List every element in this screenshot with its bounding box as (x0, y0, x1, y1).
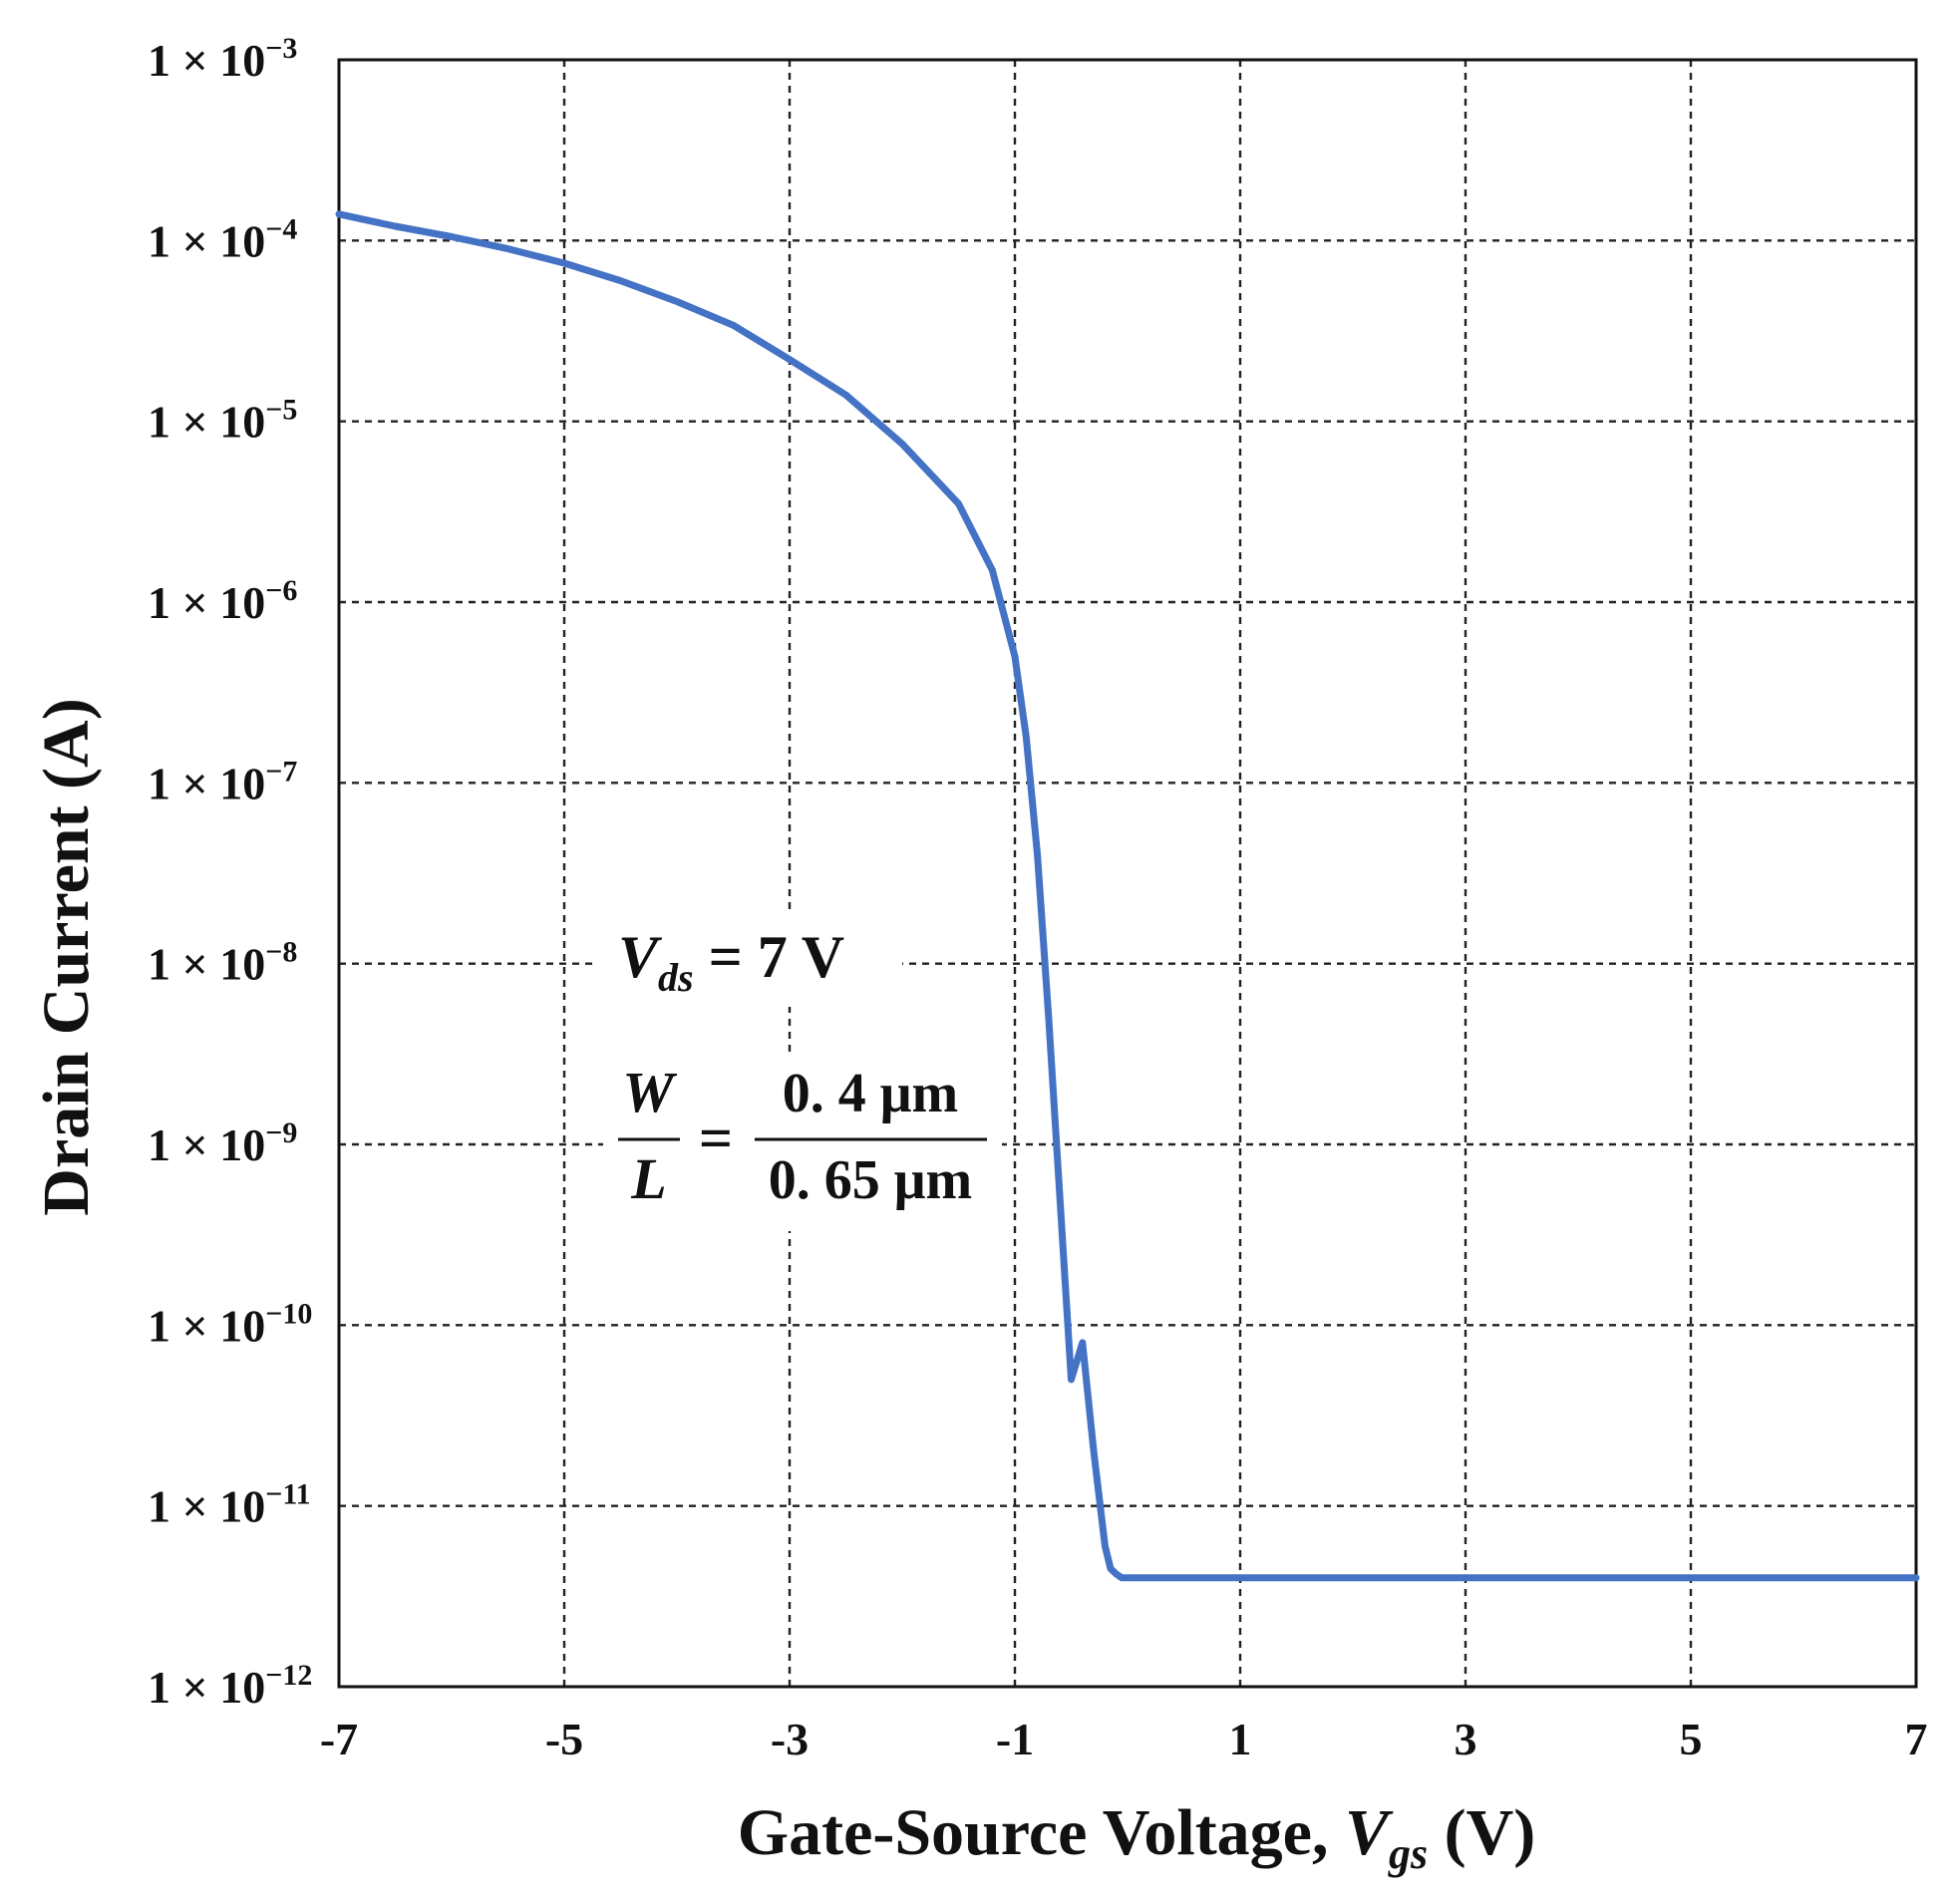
x-tick-label: 7 (1905, 1714, 1928, 1764)
x-tick-label: -1 (996, 1714, 1034, 1764)
y-tick-label: 1 × 10−12 (148, 1659, 312, 1713)
y-tick-mantissa: 1 × 10 (148, 215, 265, 266)
y-tick-mantissa: 1 × 10 (148, 939, 265, 990)
y-tick-label: 1 × 10−8 (148, 936, 297, 990)
x-tick-label: -5 (545, 1714, 583, 1764)
y-tick-exponent: −5 (265, 394, 297, 427)
y-tick-mantissa: 1 × 10 (148, 397, 265, 448)
y-tick-exponent: −12 (265, 1659, 312, 1692)
y-tick-exponent: −4 (265, 212, 297, 245)
y-tick-exponent: −3 (265, 32, 297, 65)
x-tick-label: -7 (320, 1714, 358, 1764)
y-tick-label: 1 × 10−11 (148, 1478, 311, 1532)
ratio-num-right: 0. 4 μm (783, 1063, 958, 1124)
y-tick-label: 1 × 10−6 (148, 574, 297, 628)
x-tick-label: 3 (1455, 1714, 1477, 1764)
y-tick-mantissa: 1 × 10 (148, 758, 265, 808)
y-tick-mantissa: 1 × 10 (148, 35, 265, 86)
x-tick-labels: -7 -5 -3 -1 1 3 5 7 (320, 1714, 1928, 1764)
y-tick-label: 1 × 10−4 (148, 212, 297, 266)
series-group (335, 210, 1920, 1582)
vds-rest: = 7 V (694, 924, 844, 990)
y-tick-mantissa: 1 × 10 (148, 1300, 265, 1351)
ratio-num-left: W (622, 1060, 677, 1124)
ratio-den-left: L (630, 1146, 666, 1211)
annotations: Vds = 7 V W L = 0. 4 μm 0. 65 μm (593, 912, 1002, 1231)
vds-annotation-bg (593, 912, 902, 1007)
vds-annotation: Vds = 7 V (618, 924, 844, 1000)
x-axis-title-sub: gs (1388, 1829, 1428, 1878)
y-tick-exponent: −6 (265, 574, 297, 607)
y-tick-mantissa: 1 × 10 (148, 1119, 265, 1170)
series-line-0 (335, 210, 1920, 1582)
y-tick-exponent: −10 (265, 1297, 312, 1330)
y-tick-label: 1 × 10−9 (148, 1116, 297, 1170)
vds-var: V (618, 924, 663, 990)
y-tick-exponent: −8 (265, 936, 297, 969)
ratio-equals: = (699, 1106, 733, 1171)
x-axis-title-suffix: (V) (1428, 1796, 1535, 1869)
y-tick-exponent: −9 (265, 1116, 297, 1149)
y-tick-exponent: −7 (265, 755, 297, 788)
x-tick-label: 1 (1229, 1714, 1252, 1764)
y-tick-label: 1 × 10−7 (148, 755, 297, 808)
y-axis-title: Drain Current (A) (30, 698, 103, 1215)
vds-sub: ds (658, 955, 694, 1000)
x-tick-label: -3 (771, 1714, 809, 1764)
x-axis-title-var: V (1345, 1796, 1394, 1869)
y-tick-exponent: −11 (265, 1478, 310, 1511)
y-tick-label: 1 × 10−10 (148, 1297, 312, 1351)
x-axis-title-prefix: Gate-Source Voltage, (738, 1796, 1345, 1869)
y-tick-mantissa: 1 × 10 (148, 1481, 265, 1532)
y-tick-mantissa: 1 × 10 (148, 577, 265, 628)
y-tick-label: 1 × 10−3 (148, 32, 297, 86)
x-axis-title: Gate-Source Voltage, Vgs (V) (738, 1796, 1536, 1878)
y-tick-mantissa: 1 × 10 (148, 1662, 265, 1713)
ratio-annotation-bg (603, 1052, 1002, 1231)
ratio-den-right: 0. 65 μm (769, 1149, 972, 1211)
grid (339, 60, 1916, 1687)
plot-frame (337, 58, 1918, 1689)
y-tick-label: 1 × 10−5 (148, 394, 297, 448)
x-tick-label: 5 (1680, 1714, 1703, 1764)
y-tick-labels: 1 × 10−121 × 10−111 × 10−101 × 10−91 × 1… (148, 32, 312, 1713)
